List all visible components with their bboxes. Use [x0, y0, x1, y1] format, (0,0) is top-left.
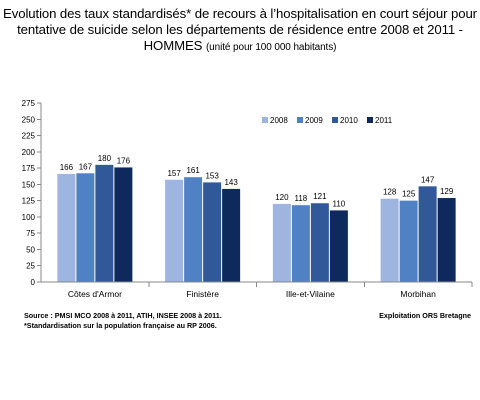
data-label: 129 [440, 187, 454, 196]
data-label: 176 [117, 156, 131, 165]
bar [222, 188, 241, 282]
bar [272, 203, 291, 282]
y-tick-label: 250 [22, 115, 36, 124]
chart-title: Evolution des taux standardisés* de reco… [0, 6, 480, 56]
y-tick-label: 0 [31, 278, 36, 287]
bar [95, 164, 114, 282]
source-text: Source : PMSI MCO 2008 à 2011, ATIH, INS… [24, 311, 222, 320]
chart-title-main: Evolution des taux standardisés* de reco… [3, 6, 477, 53]
data-label: 121 [313, 192, 327, 201]
bar [291, 205, 310, 282]
bar [437, 198, 456, 282]
data-label: 120 [275, 193, 289, 202]
bar-chart: 0 25 50 75 100 125 150 175 200 225 250 275 166 167 18… [22, 99, 473, 299]
x-tick-label: Morbihan [400, 289, 436, 299]
legend-label: 2008 [270, 116, 288, 125]
data-label: 128 [383, 188, 397, 197]
legend-label: 2009 [305, 116, 323, 125]
y-tick-label: 200 [22, 148, 36, 157]
x-tick-label: Finistère [186, 289, 219, 299]
bar [114, 167, 133, 282]
bar [310, 203, 329, 282]
x-tick-label: Ille-et-Vilaine [286, 289, 335, 299]
chart-legend: 2008 2009 2010 2011 [262, 116, 393, 125]
bar [165, 179, 184, 282]
data-label: 167 [79, 162, 93, 171]
bar [380, 198, 399, 282]
bar [57, 173, 76, 282]
data-label: 125 [402, 190, 416, 199]
legend-swatch [332, 117, 338, 123]
y-tick-label: 275 [22, 99, 36, 108]
data-label: 147 [421, 175, 435, 184]
chart-title-unit: (unité pour 100 000 habitants) [205, 42, 337, 53]
bar [184, 177, 203, 282]
data-label: 143 [224, 178, 238, 187]
y-tick-label: 175 [22, 164, 36, 173]
bar-series [57, 164, 456, 282]
data-label: 153 [205, 171, 219, 180]
y-tick-label: 225 [22, 132, 36, 141]
y-tick-label: 150 [22, 180, 36, 189]
y-tick-label: 75 [26, 229, 35, 238]
bar [418, 186, 437, 282]
bar [329, 210, 348, 282]
data-label: 180 [98, 154, 112, 163]
data-label: 110 [332, 199, 345, 208]
chart-credit: Exploitation ORS Bretagne [379, 311, 471, 320]
legend-label: 2011 [375, 116, 393, 125]
legend-swatch [262, 117, 268, 123]
y-axis: 0 25 50 75 100 125 150 175 200 225 250 275 [22, 99, 42, 287]
legend-swatch [297, 117, 303, 123]
y-tick-label: 50 [26, 245, 35, 254]
chart-source: Source : PMSI MCO 2008 à 2011, ATIH, INS… [24, 311, 222, 331]
data-label: 157 [167, 169, 181, 178]
data-labels: 166 167 180 176 157 161 153 143 120 118 121 110 128 1… [60, 154, 454, 209]
legend-swatch [367, 117, 373, 123]
y-tick-label: 125 [22, 197, 36, 206]
y-tick-label: 100 [22, 213, 36, 222]
data-label: 118 [294, 194, 307, 203]
bar [76, 173, 95, 282]
bar [399, 200, 418, 282]
bar [203, 182, 222, 282]
data-label: 166 [60, 163, 74, 172]
x-axis: Côtes d'Armor Finistère Ille-et-Vilaine Mor… [41, 281, 473, 299]
standardisation-note: *Standardisation sur la population franç… [24, 321, 217, 330]
data-label: 161 [186, 166, 200, 175]
legend-label: 2010 [340, 116, 358, 125]
x-tick-label: Côtes d'Armor [68, 289, 122, 299]
y-tick-label: 25 [26, 262, 35, 271]
